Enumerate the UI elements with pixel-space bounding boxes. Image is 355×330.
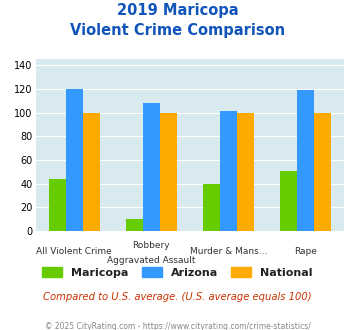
Bar (126, 219, 143, 231)
Bar (280, 171, 297, 231)
Text: Aggravated Assault: Aggravated Assault (107, 256, 196, 265)
Text: All Violent Crime: All Violent Crime (36, 248, 112, 256)
Bar (220, 112, 237, 231)
Text: Rape: Rape (294, 248, 317, 256)
Bar (237, 113, 254, 231)
Bar (66, 89, 83, 231)
Text: Robbery: Robbery (132, 241, 170, 250)
Bar (203, 184, 220, 231)
Bar (160, 113, 177, 231)
Text: 2019 Maricopa: 2019 Maricopa (117, 3, 238, 18)
Bar (314, 113, 331, 231)
Bar (143, 103, 160, 231)
Text: © 2025 CityRating.com - https://www.cityrating.com/crime-statistics/: © 2025 CityRating.com - https://www.city… (45, 322, 310, 330)
Bar (49, 179, 66, 231)
Text: Compared to U.S. average. (U.S. average equals 100): Compared to U.S. average. (U.S. average … (43, 292, 312, 302)
Text: Murder & Mans...: Murder & Mans... (190, 248, 267, 256)
Bar (83, 113, 100, 231)
Legend: Maricopa, Arizona, National: Maricopa, Arizona, National (38, 263, 317, 282)
Text: Violent Crime Comparison: Violent Crime Comparison (70, 23, 285, 38)
Bar (297, 90, 314, 231)
